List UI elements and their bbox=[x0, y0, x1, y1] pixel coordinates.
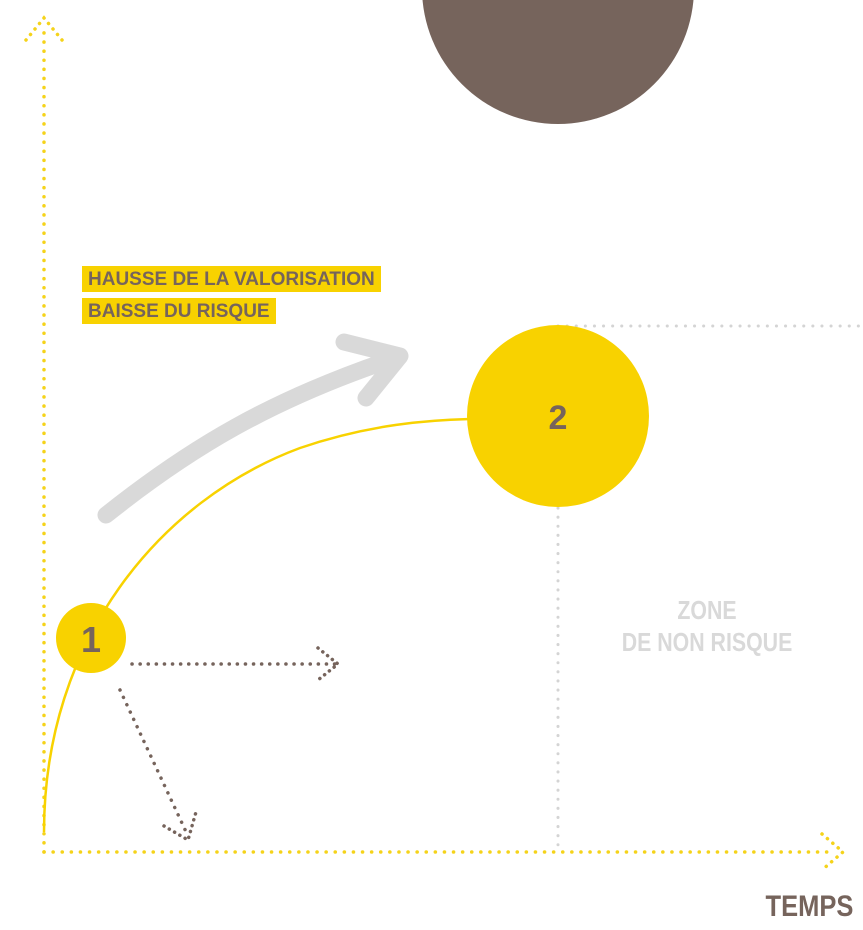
zone-label-line-2: DE NON RISQUE bbox=[621, 627, 793, 657]
annotation-line-2: BAISSE DU RISQUE bbox=[82, 298, 276, 324]
trend-arrow-head-icon bbox=[335, 333, 409, 407]
trend-arrow-icon bbox=[97, 349, 404, 524]
diagonal-arrow-head-icon bbox=[162, 810, 198, 843]
x-axis-label: TEMPS bbox=[765, 890, 853, 923]
zone-label-line-1: ZONE bbox=[677, 595, 737, 625]
top-brown-circle bbox=[422, 0, 694, 124]
horizontal-arrow-head-icon bbox=[316, 646, 341, 682]
growth-curve bbox=[42, 417, 471, 833]
diagonal-dotted-arrow bbox=[118, 688, 190, 838]
point-2-circle bbox=[467, 325, 649, 507]
annotation-line-1: HAUSSE DE LA VALORISATION bbox=[82, 266, 381, 292]
point-1-label: 1 bbox=[81, 619, 101, 660]
y-axis-arrow-icon bbox=[24, 15, 64, 42]
point-2-label: 2 bbox=[549, 399, 568, 437]
point-1-circle bbox=[56, 603, 126, 673]
x-axis-arrow-icon bbox=[820, 832, 846, 872]
zone-label: ZONE DE NON RISQUE bbox=[616, 594, 798, 658]
